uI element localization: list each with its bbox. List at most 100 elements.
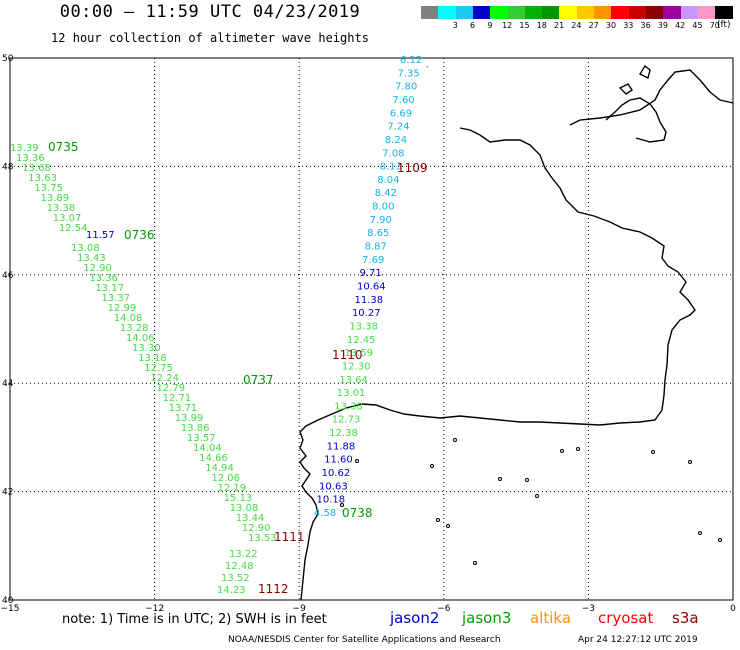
wave-height-value: 4.58 — [314, 508, 336, 519]
island — [446, 524, 450, 528]
scale-label: 6 — [470, 21, 476, 30]
wave-height-value: 8.04 — [377, 175, 399, 186]
wave-height-value: 13.44 — [236, 513, 265, 524]
wave-height-value: 10.63 — [319, 481, 348, 492]
wave-height-value: 7.60 — [392, 95, 414, 106]
x-tick-label: −3 — [582, 604, 595, 614]
wave-height-value: 13.86 — [181, 423, 210, 434]
wave-height-value: 12.73 — [332, 415, 361, 426]
scale-swatch — [490, 6, 509, 19]
wave-height-value: 13.01 — [337, 388, 366, 399]
scale-label: 36 — [640, 21, 651, 30]
scale-swatch — [663, 6, 682, 19]
pass-time-label: 1111 — [274, 530, 305, 544]
scale-swatch — [542, 6, 561, 19]
island — [473, 561, 477, 565]
scale-label: 3 — [452, 21, 458, 30]
scale-swatch — [559, 6, 578, 19]
satellite-label-jason2: jason2 — [390, 609, 440, 627]
y-tick-label: 46 — [2, 271, 14, 281]
pass-time-label: 0735 — [48, 140, 79, 154]
wave-height-value: 11.60 — [324, 455, 353, 466]
scale-label: 30 — [605, 21, 617, 30]
coastline — [569, 69, 734, 126]
scale-label: 24 — [571, 21, 582, 30]
scale-label: 39 — [657, 21, 668, 30]
wave-height-value: 14.66 — [199, 453, 228, 464]
scale-swatch — [645, 6, 664, 19]
y-tick-label: 40 — [2, 596, 14, 606]
wave-height-value: 14.04 — [193, 443, 222, 454]
wave-height-value: 12.75 — [144, 363, 173, 374]
satellite-label-cryosat: cryosat — [598, 609, 654, 627]
wave-height-value: 11.38 — [354, 295, 383, 306]
wave-height-value: 12.79 — [156, 383, 185, 394]
wave-height-value: 12.48 — [225, 561, 254, 572]
wave-height-value: 12.38 — [329, 428, 358, 439]
scale-label: 45 — [692, 21, 703, 30]
coastline — [299, 127, 696, 601]
scale-swatch — [715, 6, 734, 19]
scale-swatch — [455, 6, 474, 19]
wave-height-value: 12.30 — [342, 361, 371, 372]
wave-height-value: 13.57 — [187, 433, 216, 444]
scale-label: 21 — [554, 21, 565, 30]
wave-height-value: 6.69 — [390, 108, 412, 119]
wave-height-value: 12.71 — [163, 393, 192, 404]
island — [535, 494, 539, 498]
wave-height-value: 13.39 — [10, 143, 39, 154]
chart-subtitle: 12 hour collection of altimeter wave hei… — [51, 31, 369, 45]
wave-height-value: 13.63 — [28, 173, 57, 184]
wave-height-value: 13.53 — [248, 533, 277, 544]
wave-height-value: 11.88 — [327, 441, 356, 452]
wave-height-value: 8.13 — [380, 162, 402, 173]
pass-time-label: 1112 — [258, 582, 289, 596]
island — [718, 538, 722, 542]
scale-label: 33 — [623, 21, 634, 30]
wave-height-value: 13.37 — [102, 293, 131, 304]
wave-height-value: 10.18 — [317, 495, 346, 506]
scale-unit-label: (ft) — [717, 20, 731, 30]
wave-height-value: 8.42 — [375, 188, 397, 199]
y-tick-label: 44 — [2, 379, 14, 389]
wave-height-value: 13.43 — [77, 253, 106, 264]
wave-height-value: 7.35 — [397, 68, 419, 79]
island — [560, 449, 564, 453]
island — [340, 503, 344, 507]
x-tick-label: 0 — [730, 604, 736, 614]
wave-height-value: 12.06 — [211, 473, 240, 484]
wave-height-value: 12.90 — [83, 263, 112, 274]
footer-credit: NOAA/NESDIS Center for Satellite Applica… — [228, 635, 501, 645]
island — [525, 478, 529, 482]
island — [430, 464, 434, 468]
wave-height-value: 10.27 — [352, 308, 381, 319]
scale-swatch — [524, 6, 543, 19]
scale-swatch — [594, 6, 612, 19]
island — [436, 518, 440, 522]
pass-time-label: 1109 — [397, 161, 428, 175]
wave-height-value: 13.36 — [89, 273, 118, 284]
wave-height-value: 8.24 — [385, 135, 407, 146]
wave-height-value: 13.36 — [16, 153, 45, 164]
wave-height-value: 13.08 — [230, 503, 259, 514]
wave-height-value: 13.18 — [138, 353, 167, 364]
scale-label: 15 — [519, 21, 530, 30]
scale-swatch — [421, 6, 439, 19]
island — [688, 460, 692, 464]
satellite-label-altika: altika — [530, 609, 572, 627]
wave-height-value: 14.94 — [205, 463, 234, 474]
wave-height-value: 14.06 — [126, 333, 155, 344]
wave-height-value: 15.13 — [224, 493, 253, 504]
wave-height-value: 14.23 — [217, 585, 246, 596]
x-tick-label: −9 — [293, 604, 307, 614]
chart-title: 00:00 – 11:59 UTC 04/23/2019 — [59, 2, 361, 22]
scale-label: 9 — [487, 21, 493, 30]
y-tick-label: 50 — [2, 54, 14, 64]
map-frame — [9, 57, 734, 601]
scale-label: 12 — [502, 21, 513, 30]
coastline — [638, 64, 651, 80]
wave-height-value: 12.90 — [242, 523, 271, 534]
wave-height-value: 13.89 — [41, 193, 70, 204]
wave-height-value: 13.22 — [229, 549, 258, 560]
wave-height-value: 13.99 — [175, 413, 204, 424]
